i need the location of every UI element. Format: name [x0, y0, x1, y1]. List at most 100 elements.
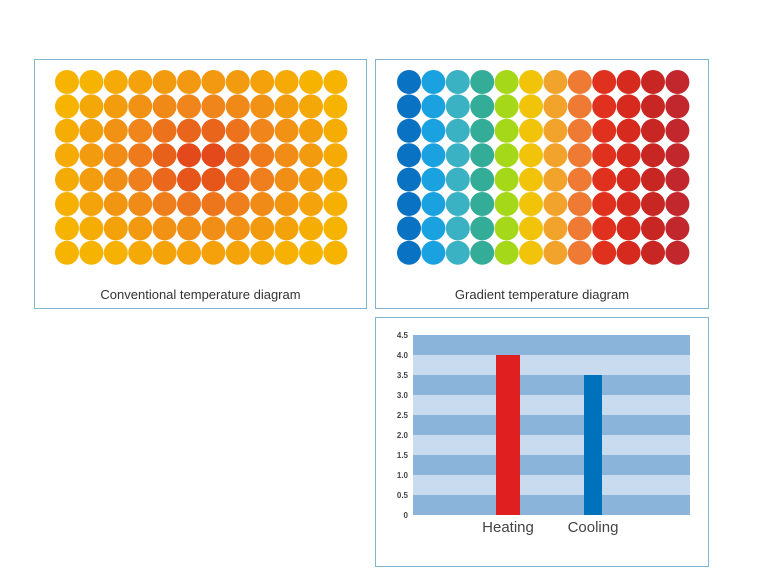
gradient-heat-dot	[470, 143, 495, 168]
conventional-temperature-panel: Conventional temperature diagram	[34, 59, 367, 309]
conventional-heat-dot	[250, 143, 275, 168]
gradient-heat-dot	[445, 70, 470, 94]
gradient-heat-dot	[543, 143, 568, 168]
gradient-heat-dot	[592, 94, 617, 119]
gradient-heat-dot	[665, 118, 690, 143]
gradient-heat-dot	[445, 216, 470, 241]
conventional-heat-dot	[79, 70, 104, 94]
conventional-heat-dot	[128, 216, 153, 241]
plot-stripe	[413, 475, 690, 495]
gradient-heat-dot	[641, 216, 665, 241]
conventional-heat-dot	[55, 118, 79, 143]
conventional-heat-dot	[274, 94, 299, 119]
conventional-heat-dot	[103, 216, 128, 241]
conventional-heat-dot	[274, 167, 299, 192]
conventional-heat-dot	[177, 70, 201, 94]
x-category-label: Cooling	[568, 519, 619, 536]
conventional-heat-dot	[274, 192, 299, 216]
conventional-heat-dot	[274, 118, 299, 143]
conventional-heat-dot	[201, 70, 226, 94]
conventional-heat-dot	[79, 143, 104, 168]
gradient-heat-dot	[543, 167, 568, 192]
conventional-heat-dot	[225, 118, 250, 143]
gradient-heat-dot	[592, 216, 617, 241]
conventional-heat-dot	[225, 143, 250, 168]
gradient-heat-dot	[592, 240, 617, 265]
gradient-heat-dot	[665, 240, 690, 265]
gradient-heat-dot	[397, 240, 421, 265]
gradient-heat-dot	[445, 192, 470, 216]
gradient-heat-dot	[421, 70, 446, 94]
conventional-heat-dot	[128, 118, 153, 143]
conventional-heat-dot	[79, 167, 104, 192]
conventional-heat-dot	[274, 216, 299, 241]
conventional-heat-dot	[225, 70, 250, 94]
conventional-heat-dot	[250, 94, 275, 119]
gradient-heat-dot	[641, 70, 665, 94]
gradient-heat-dot	[519, 216, 543, 241]
conventional-heat-dot	[177, 192, 201, 216]
conventional-heat-dot	[128, 143, 153, 168]
gradient-heat-dot	[397, 94, 421, 119]
gradient-heat-dot	[421, 143, 446, 168]
gradient-heat-dot	[494, 167, 519, 192]
conventional-heat-dot	[79, 216, 104, 241]
conventional-heat-dot	[55, 94, 79, 119]
plot-stripe	[413, 495, 690, 515]
conventional-heat-dot	[225, 240, 250, 265]
conventional-heat-dot	[177, 240, 201, 265]
gradient-heat-dot	[470, 216, 495, 241]
gradient-heat-dot	[592, 192, 617, 216]
gradient-heat-dot	[641, 192, 665, 216]
conventional-heatmap	[55, 70, 348, 265]
gradient-heat-dot	[616, 70, 641, 94]
conventional-heat-dot	[250, 70, 275, 94]
conventional-heat-dot	[128, 70, 153, 94]
gradient-heat-dot	[519, 118, 543, 143]
gradient-heat-dot	[445, 167, 470, 192]
conventional-heat-dot	[55, 70, 79, 94]
conventional-heat-dot	[299, 192, 323, 216]
gradient-heat-dot	[567, 118, 592, 143]
conventional-heat-dot	[299, 167, 323, 192]
gradient-heat-dot	[397, 143, 421, 168]
gradient-heat-dot	[470, 240, 495, 265]
gradient-heat-dot	[519, 143, 543, 168]
plot-stripe	[413, 355, 690, 375]
conventional-heat-dot	[152, 70, 177, 94]
gradient-heat-dot	[567, 143, 592, 168]
gradient-heat-dot	[519, 167, 543, 192]
gradient-heat-dot	[543, 216, 568, 241]
conventional-heat-dot	[225, 94, 250, 119]
plot-stripe	[413, 435, 690, 455]
conventional-heat-dot	[128, 167, 153, 192]
conventional-heat-dot	[55, 240, 79, 265]
conventional-heat-dot	[55, 167, 79, 192]
conventional-heat-dot	[250, 192, 275, 216]
conventional-heat-dot	[152, 118, 177, 143]
gradient-heat-dot	[592, 118, 617, 143]
gradient-heat-dot	[494, 192, 519, 216]
gradient-heat-dot	[543, 118, 568, 143]
conventional-heat-dot	[201, 143, 226, 168]
gradient-heat-dot	[665, 192, 690, 216]
conventional-heat-dot	[225, 216, 250, 241]
gradient-heat-dot	[445, 240, 470, 265]
conventional-heat-dot	[201, 118, 226, 143]
conventional-heat-dot	[103, 143, 128, 168]
gradient-heat-dot	[397, 118, 421, 143]
conventional-heat-dot	[323, 240, 348, 265]
gradient-heat-dot	[616, 240, 641, 265]
gradient-heat-dot	[616, 216, 641, 241]
conventional-heat-dot	[177, 94, 201, 119]
y-tick-label: 3.0	[397, 391, 409, 400]
conventional-heat-dot	[299, 118, 323, 143]
conventional-heat-dot	[299, 216, 323, 241]
conventional-heat-dot	[55, 192, 79, 216]
y-tick-label: 2.0	[397, 431, 409, 440]
gradient-heat-dot	[421, 216, 446, 241]
conventional-heat-dot	[250, 240, 275, 265]
conventional-heat-dot	[79, 94, 104, 119]
gradient-heat-dot	[641, 94, 665, 119]
conventional-heat-dot	[177, 216, 201, 241]
